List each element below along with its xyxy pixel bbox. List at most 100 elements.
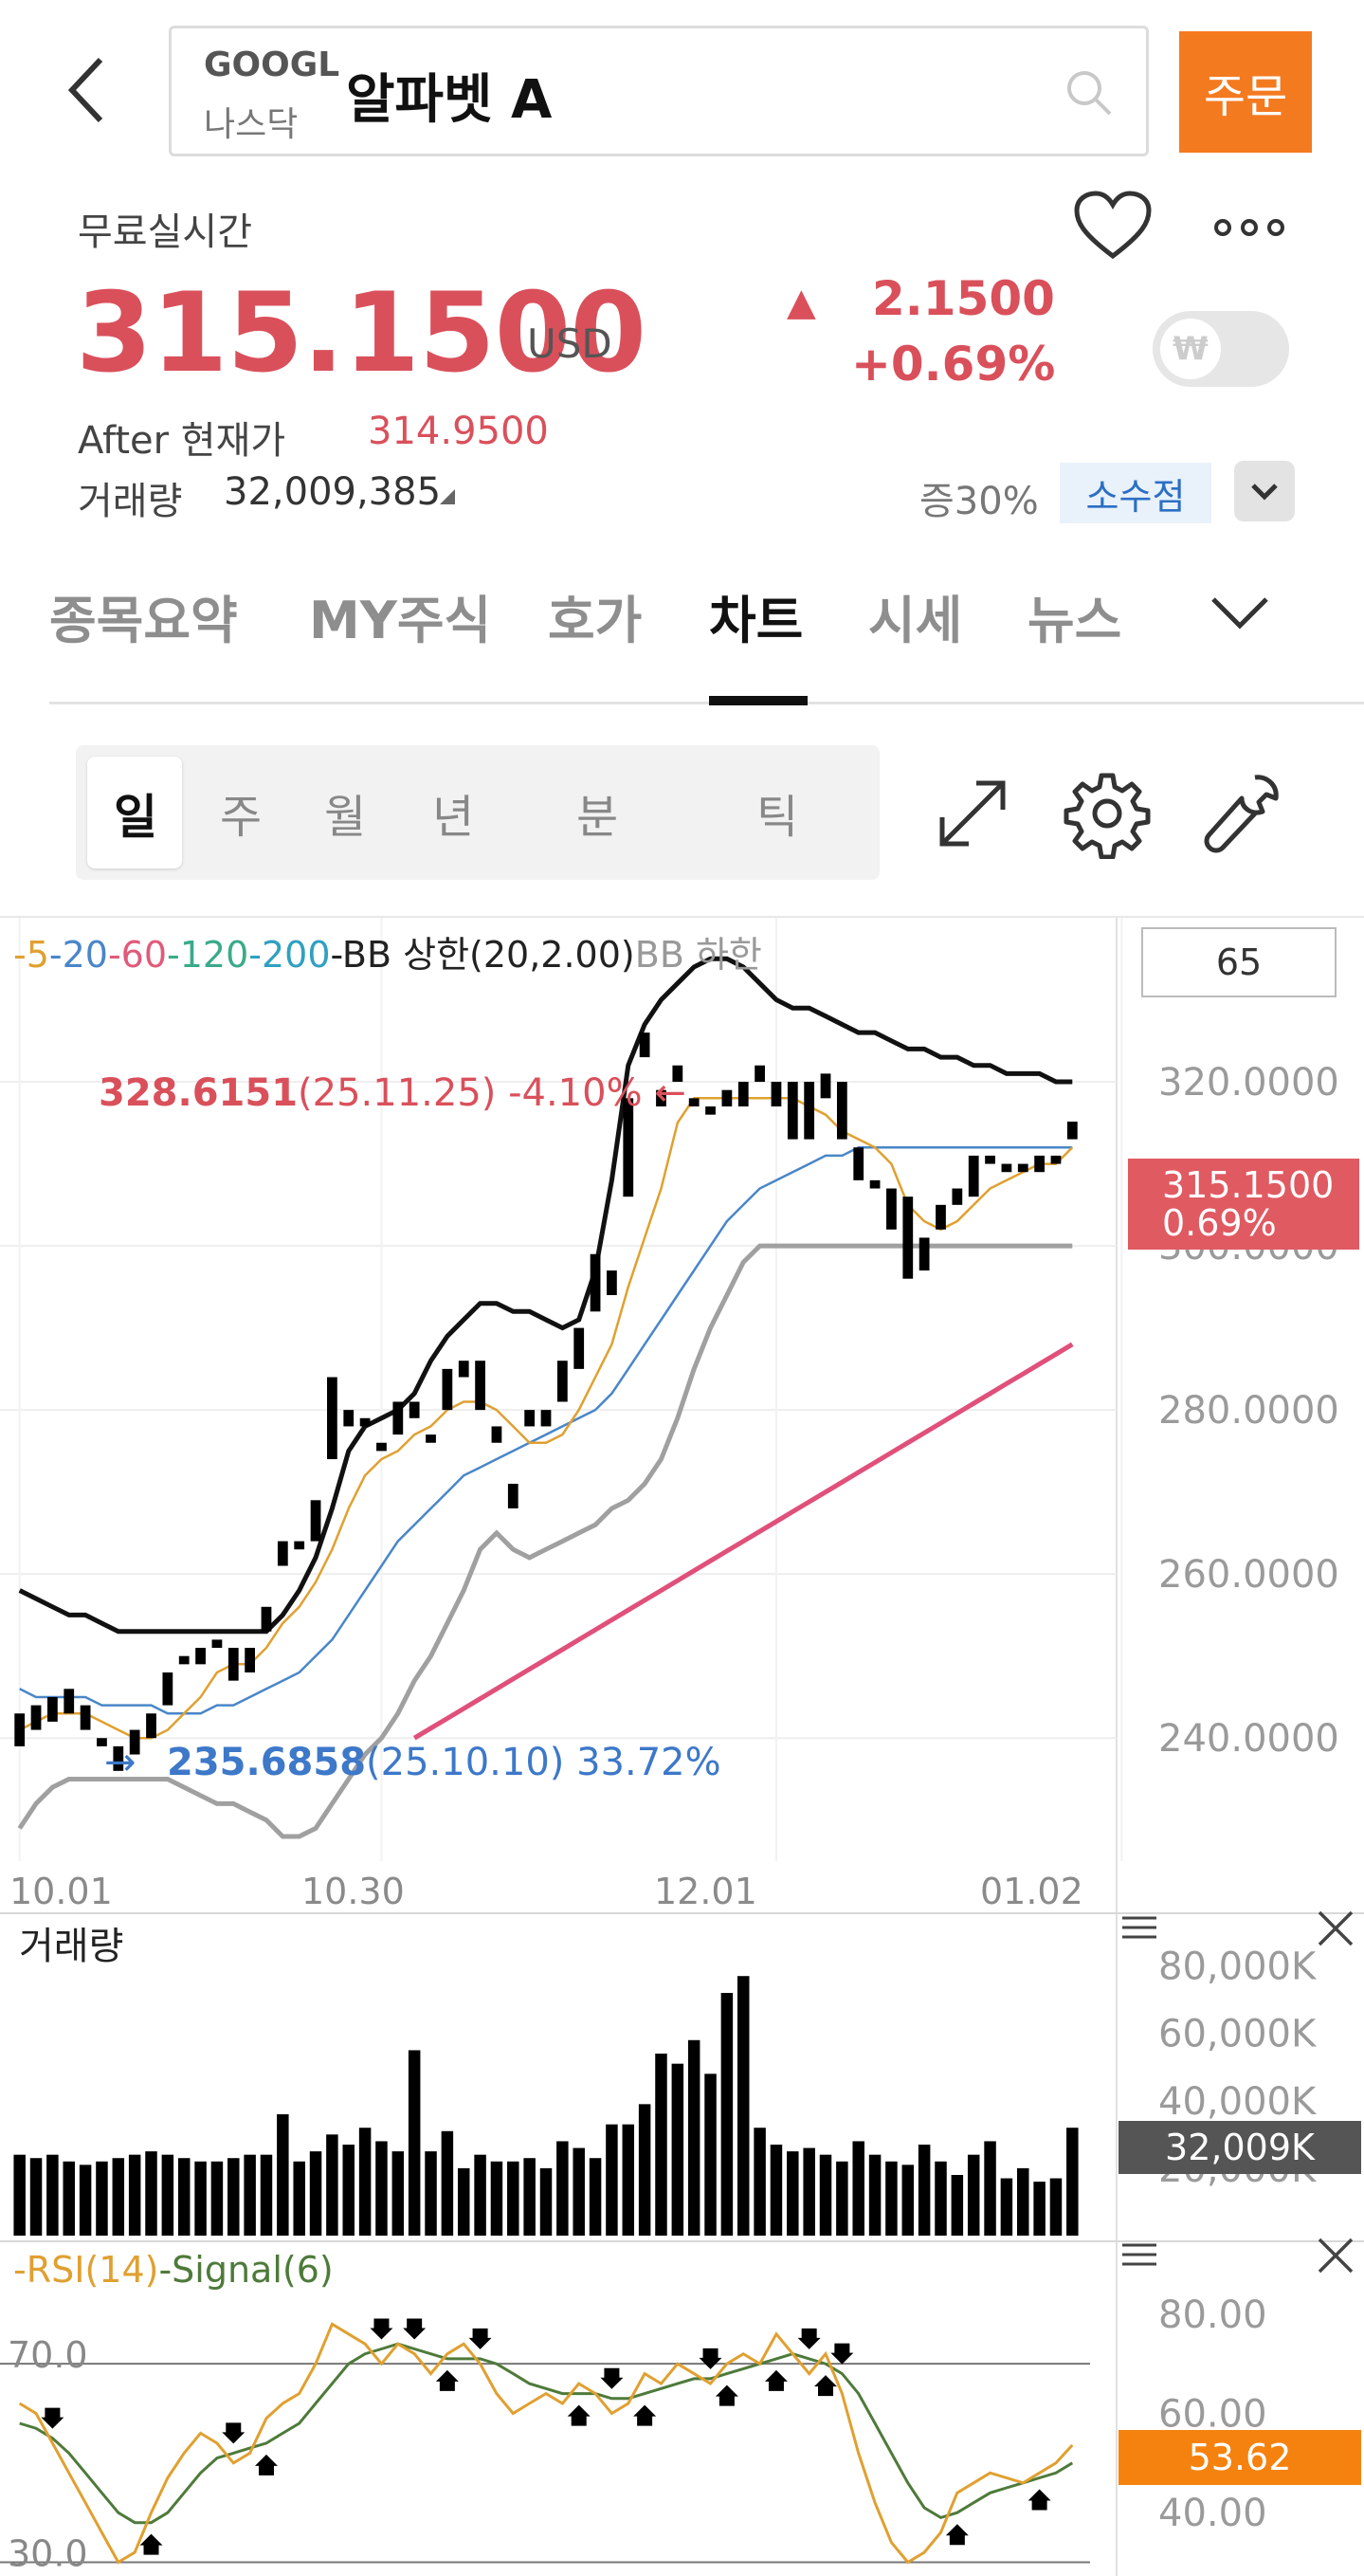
- candle-body: [458, 1361, 469, 1378]
- price-change: 2.1500: [872, 271, 1055, 326]
- candle-body: [705, 1106, 716, 1115]
- period-day-highlight[interactable]: [87, 757, 182, 868]
- won-icon: ₩: [1160, 319, 1221, 379]
- candle-body: [737, 1082, 749, 1106]
- candle-body: [1034, 1155, 1045, 1173]
- candle-body: [721, 1089, 733, 1106]
- sell-signal-marker: [699, 2348, 722, 2369]
- candle-body: [376, 1442, 387, 1452]
- volume-bar: [507, 2161, 519, 2236]
- volume-bar: [112, 2158, 125, 2236]
- volume-panel-close-icon[interactable]: [1318, 1910, 1354, 1946]
- exchange-name: 나스닥: [204, 105, 299, 144]
- tab-news[interactable]: 뉴스: [1028, 591, 1122, 650]
- settings-gear-icon[interactable]: [1062, 768, 1153, 859]
- buy-signal-marker: [715, 2384, 738, 2406]
- close-line: [1318, 1910, 1354, 1946]
- volume-bar: [852, 2141, 864, 2236]
- stock-chart[interactable]: 320.0000300.0000280.0000260.0000240.0000…: [0, 918, 1364, 2576]
- period-year[interactable]: 년: [432, 791, 475, 844]
- price-y-tick: 320.0000: [1158, 1061, 1339, 1105]
- candle: [952, 1188, 963, 1205]
- heart-icon[interactable]: [1073, 190, 1153, 262]
- volume-bar: [128, 2154, 141, 2236]
- candle: [227, 1648, 239, 1681]
- volume-panel-menu-icon[interactable]: [1122, 1916, 1156, 1939]
- volume-panel-title: 거래량: [19, 1925, 124, 1968]
- search-icon[interactable]: [1061, 64, 1118, 121]
- candle: [556, 1361, 568, 1402]
- period-week[interactable]: 주: [220, 791, 263, 844]
- candle: [1001, 1163, 1012, 1173]
- candle: [902, 1197, 914, 1279]
- period-month[interactable]: 월: [324, 791, 367, 844]
- candle: [113, 1745, 124, 1771]
- chevron-down-icon[interactable]: [1234, 461, 1295, 521]
- volume-bar: [539, 2167, 553, 2236]
- candle-body: [952, 1188, 963, 1205]
- period-minute[interactable]: 분: [576, 791, 619, 844]
- more-options-icon[interactable]: [1211, 209, 1287, 247]
- period-day[interactable]: 일: [114, 790, 157, 845]
- candle: [1050, 1155, 1062, 1164]
- candle: [1017, 1163, 1028, 1173]
- candle: [755, 1065, 765, 1083]
- period-count-box[interactable]: 65: [1141, 927, 1337, 997]
- legend-ma5: -5: [13, 934, 49, 976]
- sell-signal-marker: [600, 2367, 624, 2389]
- candle-body: [985, 1155, 995, 1164]
- tab-summary[interactable]: 종목요약: [49, 591, 238, 650]
- signal-line: [19, 2342, 1074, 2525]
- candle: [409, 1401, 420, 1418]
- order-button[interactable]: 주문: [1179, 31, 1312, 153]
- buy-signal-marker: [633, 2404, 657, 2426]
- candle-body: [771, 1082, 782, 1106]
- candle: [540, 1410, 552, 1427]
- volume-bar: [46, 2154, 59, 2236]
- legend-bb-lower: BB 하한: [634, 934, 762, 976]
- candle-body: [129, 1729, 140, 1755]
- low-annotation: → 235.6858(25.10.10) 33.72%: [104, 1741, 721, 1784]
- candle: [918, 1237, 930, 1271]
- chevron-down-icon[interactable]: [1206, 590, 1274, 635]
- tab-quotes[interactable]: 시세: [868, 591, 963, 650]
- search-box[interactable]: GOOGL 나스닥 알파벳 A: [169, 26, 1149, 156]
- expand-icon[interactable]: [927, 768, 1018, 859]
- candle: [97, 1738, 107, 1746]
- candle-body: [343, 1410, 355, 1427]
- currency-toggle[interactable]: ₩: [1153, 311, 1289, 387]
- sell-signal-marker: [830, 2343, 854, 2365]
- candle-body: [327, 1377, 337, 1460]
- buy-signal-marker: [764, 2369, 788, 2391]
- rsi-current-tag: 53.62: [1118, 2430, 1361, 2485]
- volume-bar: [260, 2154, 273, 2236]
- rsi-panel-close-icon[interactable]: [1318, 2238, 1354, 2274]
- wrench-icon[interactable]: [1196, 768, 1287, 859]
- volume-bar: [1017, 2167, 1029, 2236]
- rsi-panel-menu-icon[interactable]: [1122, 2243, 1156, 2266]
- candle: [261, 1606, 272, 1632]
- candle-body: [409, 1401, 420, 1418]
- volume-bar: [967, 2154, 980, 2236]
- tab-orderbook[interactable]: 호가: [548, 591, 643, 650]
- period-tick[interactable]: 틱: [756, 791, 799, 844]
- back-arrow-icon[interactable]: [59, 52, 116, 128]
- candle-body: [804, 1082, 815, 1140]
- volume-bar: [638, 2104, 651, 2236]
- realtime-label: 무료실시간: [78, 210, 252, 254]
- tab-chart[interactable]: 차트: [709, 591, 804, 650]
- rsi-line: [18, 2322, 1074, 2565]
- current-price-tag-pct: 0.69%: [1162, 1202, 1277, 1244]
- volume-bar: [606, 2124, 618, 2236]
- candle-body: [1001, 1163, 1012, 1173]
- candle-body: [607, 1270, 617, 1295]
- volume-bar: [441, 2130, 454, 2236]
- volume-bar: [655, 2054, 667, 2236]
- candle-body: [310, 1500, 321, 1542]
- volume-value: 32,009,385: [224, 470, 442, 514]
- candle: [853, 1147, 864, 1180]
- fractional-share-button[interactable]: 소수점: [1060, 463, 1211, 523]
- candle: [14, 1713, 26, 1746]
- candle: [968, 1155, 979, 1197]
- tab-my-stock[interactable]: MY주식: [309, 591, 492, 650]
